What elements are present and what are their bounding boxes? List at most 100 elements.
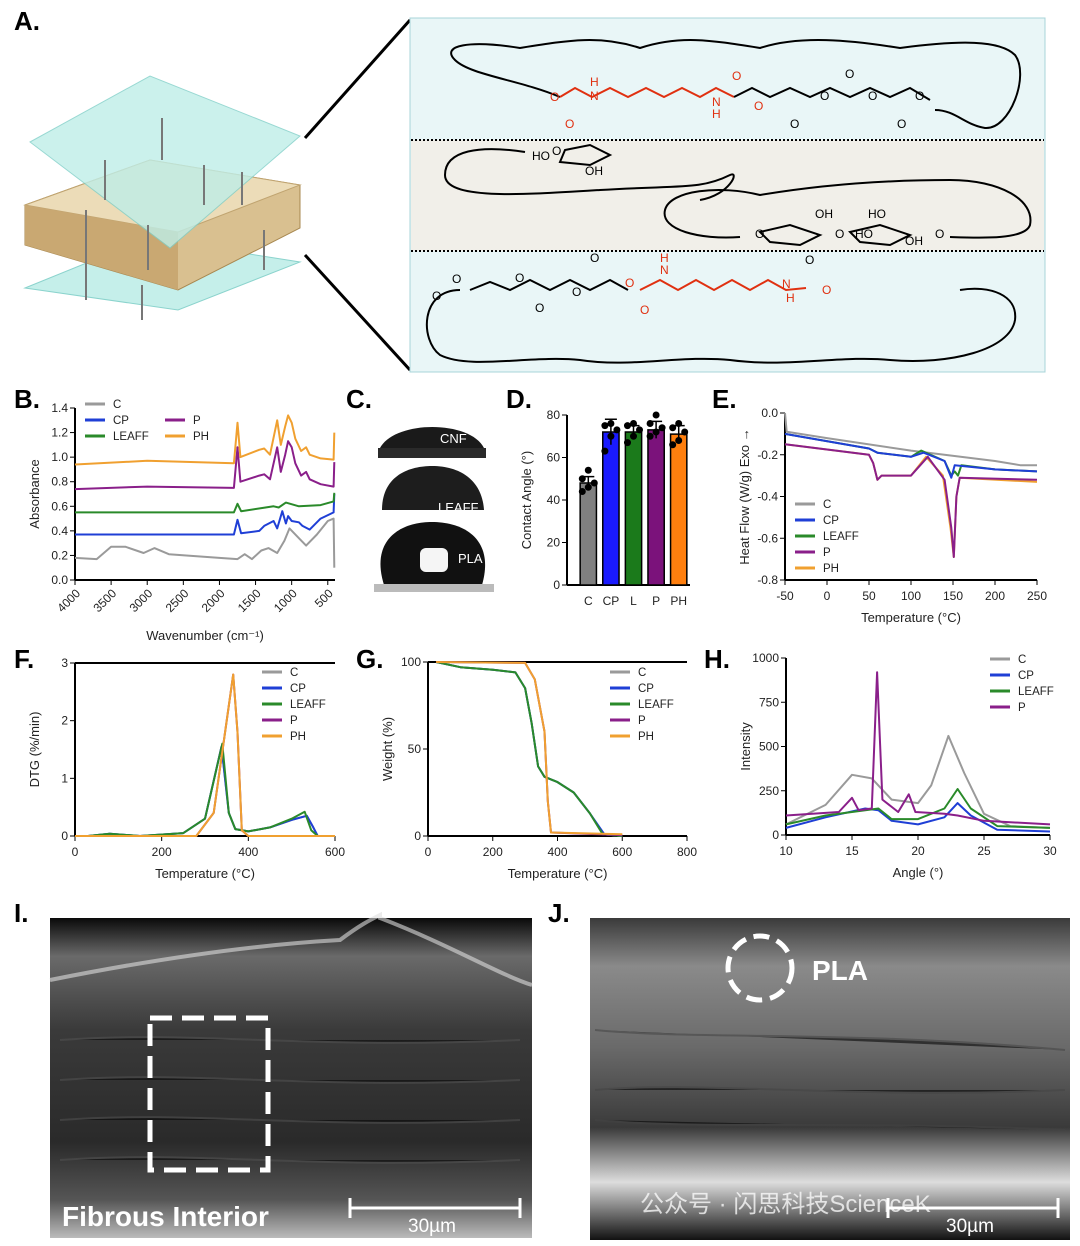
y-axis-label: DTG (%/min) xyxy=(27,712,42,788)
legend-label: LEAFF xyxy=(823,531,859,543)
series-line-c xyxy=(785,734,1051,829)
y-tick-label: 250 xyxy=(759,784,779,798)
legend-item-cp: CP xyxy=(795,515,839,527)
y-tick-label: 80 xyxy=(547,408,561,422)
data-point xyxy=(607,420,615,427)
scale-bar-label: 30µm xyxy=(946,1216,994,1237)
legend-label: C xyxy=(823,499,831,511)
legend-label: LEAFF xyxy=(113,431,149,443)
legend-item-cp: CP xyxy=(262,683,306,695)
x-tick-label: P xyxy=(652,594,660,608)
atom-label: O xyxy=(805,253,814,267)
chart-h: 0 250 500 750 1000 Intensity 10 15 20 25 30 Angle (… xyxy=(738,651,1057,880)
series-line-ph xyxy=(74,414,336,466)
legend-label: P xyxy=(1018,702,1026,714)
series-line-ph xyxy=(436,661,623,836)
data-point xyxy=(658,424,666,432)
data-point xyxy=(681,428,689,436)
atom-label: O xyxy=(790,117,799,131)
panel-c-droplet-images: CNF LEAFF PLA xyxy=(374,412,494,592)
series-line-p xyxy=(74,440,336,491)
chart-f: 0 1 2 3 DTG (%/min) 0 200 400 600 Temperature (°C… xyxy=(27,656,345,881)
legend-label: CP xyxy=(823,515,839,527)
y-tick-label: -0.6 xyxy=(757,531,778,545)
x-tick-label: 800 xyxy=(677,845,697,859)
legend-item-p: P xyxy=(990,702,1026,714)
data-point xyxy=(636,426,643,434)
legend-item-c: C xyxy=(795,499,831,511)
legend-label: CP xyxy=(113,415,129,427)
legend-item-p: P xyxy=(262,715,298,727)
legend-item-ph: PH xyxy=(165,431,209,443)
x-tick-label: 100 xyxy=(901,589,921,603)
series-line-p xyxy=(784,443,1038,558)
legend-item-cp: CP xyxy=(85,415,129,427)
atom-label: H xyxy=(660,251,669,265)
atom-label: O xyxy=(535,301,544,315)
droplet-label-pla: PLA xyxy=(458,551,483,566)
legend-item-ph: PH xyxy=(262,731,306,743)
panel-b-label: B. xyxy=(14,384,40,414)
series-line-p xyxy=(785,671,1051,826)
x-tick-label: 600 xyxy=(325,845,345,859)
y-tick-label: 0 xyxy=(414,829,421,843)
legend-item-c: C xyxy=(85,399,121,411)
data-point xyxy=(652,428,660,436)
atom-label: O xyxy=(915,89,924,103)
data-point xyxy=(578,488,586,495)
chart-g: 0 50 100 Weight (%) 0 200 400 600 800 Temperature… xyxy=(380,655,697,881)
atom-label: O xyxy=(754,99,763,113)
legend-item-ph: PH xyxy=(610,731,654,743)
series-line-p xyxy=(436,661,623,837)
data-point xyxy=(601,447,609,455)
legend-item-c: C xyxy=(990,654,1026,666)
data-point xyxy=(624,422,631,430)
y-axis-label: Weight (%) xyxy=(380,717,395,781)
legend-label: PH xyxy=(638,731,654,743)
legend-label: LEAFF xyxy=(638,699,674,711)
y-tick-label: 1000 xyxy=(752,651,779,665)
legend-item-ph: PH xyxy=(795,563,839,575)
atom-label: O xyxy=(755,227,764,241)
atom-label: N xyxy=(590,89,599,103)
series-line-cp xyxy=(784,432,1038,479)
x-axis-label: Temperature (°C) xyxy=(508,866,608,881)
atom-label: HO xyxy=(855,227,873,241)
panel-j-label: J. xyxy=(548,898,570,928)
atom-label: O xyxy=(452,272,461,286)
x-tick-label: 1500 xyxy=(235,586,264,615)
chart-e: -0.8 -0.6 -0.4 -0.2 0.0 Heat Flow (W/g) Exo →… xyxy=(737,406,1047,625)
y-tick-label: 500 xyxy=(759,740,779,754)
legend-item-cp: CP xyxy=(610,683,654,695)
x-tick-label: 10 xyxy=(779,844,793,858)
droplet-label-cnf: CNF xyxy=(440,431,467,446)
atom-label: O xyxy=(897,117,906,131)
legend-label: P xyxy=(193,415,201,427)
x-tick-label: C xyxy=(584,594,593,608)
series-line-c xyxy=(784,412,1037,467)
x-tick-label: -50 xyxy=(776,589,794,603)
legend-label: C xyxy=(290,667,298,679)
legend-label: PH xyxy=(290,731,306,743)
x-tick-label: 1000 xyxy=(271,586,300,615)
x-tick-label: 30 xyxy=(1043,844,1057,858)
x-tick-label: 250 xyxy=(1027,589,1047,603)
legend-item-leaff: LEAFF xyxy=(610,699,674,711)
y-tick-label: 0 xyxy=(772,828,779,842)
data-point xyxy=(613,426,621,434)
legend-label: P xyxy=(638,715,646,727)
panel-i-sem-image: Fibrous Interior 30µm xyxy=(49,911,533,1238)
panel-g-label: G. xyxy=(356,644,383,674)
atom-label: HO xyxy=(868,207,886,221)
atom-label: O xyxy=(552,144,561,158)
atom-label: N xyxy=(660,263,669,277)
atom-label: OH xyxy=(815,207,833,221)
data-point xyxy=(584,466,592,474)
y-tick-label: 3 xyxy=(61,656,68,670)
data-point xyxy=(675,420,683,427)
y-tick-label: 20 xyxy=(547,536,561,550)
legend-label: C xyxy=(113,399,121,411)
legend-label: CP xyxy=(638,683,654,695)
legend-label: C xyxy=(638,667,646,679)
y-tick-label: 0 xyxy=(553,578,560,592)
